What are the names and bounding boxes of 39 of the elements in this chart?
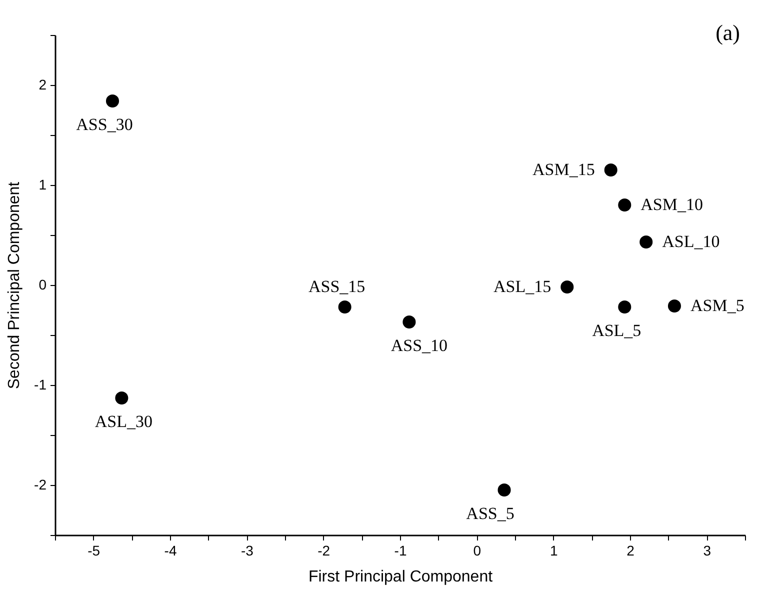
y-tick-label: -2: [34, 476, 47, 492]
annotation: ASM_10: [640, 195, 703, 214]
y-axis-title: Second Principal Component: [6, 181, 24, 390]
point: [668, 299, 681, 313]
annotation: ASM_5: [690, 296, 744, 315]
annotation: ASM_15: [532, 160, 595, 179]
y-tick-label: 1: [38, 176, 47, 192]
x-tick-label: -3: [240, 542, 254, 558]
x-tick-label: -4: [164, 542, 177, 558]
x-tick-label: -1: [394, 542, 407, 558]
annotation: ASS_15: [308, 277, 366, 296]
point: [560, 280, 574, 294]
x-tick-label: 3: [703, 542, 712, 558]
point: [115, 391, 128, 405]
annotation: ASS_5: [466, 504, 514, 523]
y-tick-label: 0: [38, 276, 47, 292]
point: [402, 315, 416, 329]
point: [498, 483, 511, 497]
annotation: ASL_30: [94, 412, 153, 431]
x-tick-label: 0: [473, 542, 482, 558]
annotation: ASS_30: [76, 115, 133, 134]
point: [338, 300, 352, 314]
annotation: ASL_5: [592, 321, 642, 340]
y-tick-label: -1: [34, 376, 47, 392]
annotation: ASL_10: [662, 232, 720, 251]
x-axis-title: First Principal Component: [308, 568, 494, 586]
y-tick-label: 2: [38, 76, 47, 92]
point: [618, 300, 632, 314]
x-tick-label: 1: [550, 542, 558, 558]
annotation: (a): [716, 20, 740, 45]
point: [604, 163, 618, 177]
annotation: ASL_15: [494, 277, 552, 296]
point: [618, 198, 632, 212]
x-tick-label: 2: [626, 542, 635, 558]
point: [640, 235, 653, 249]
annotation: ASS_10: [390, 336, 448, 355]
point: [106, 94, 120, 108]
x-tick-label: -5: [88, 542, 100, 558]
x-tick-label: -2: [318, 542, 330, 558]
